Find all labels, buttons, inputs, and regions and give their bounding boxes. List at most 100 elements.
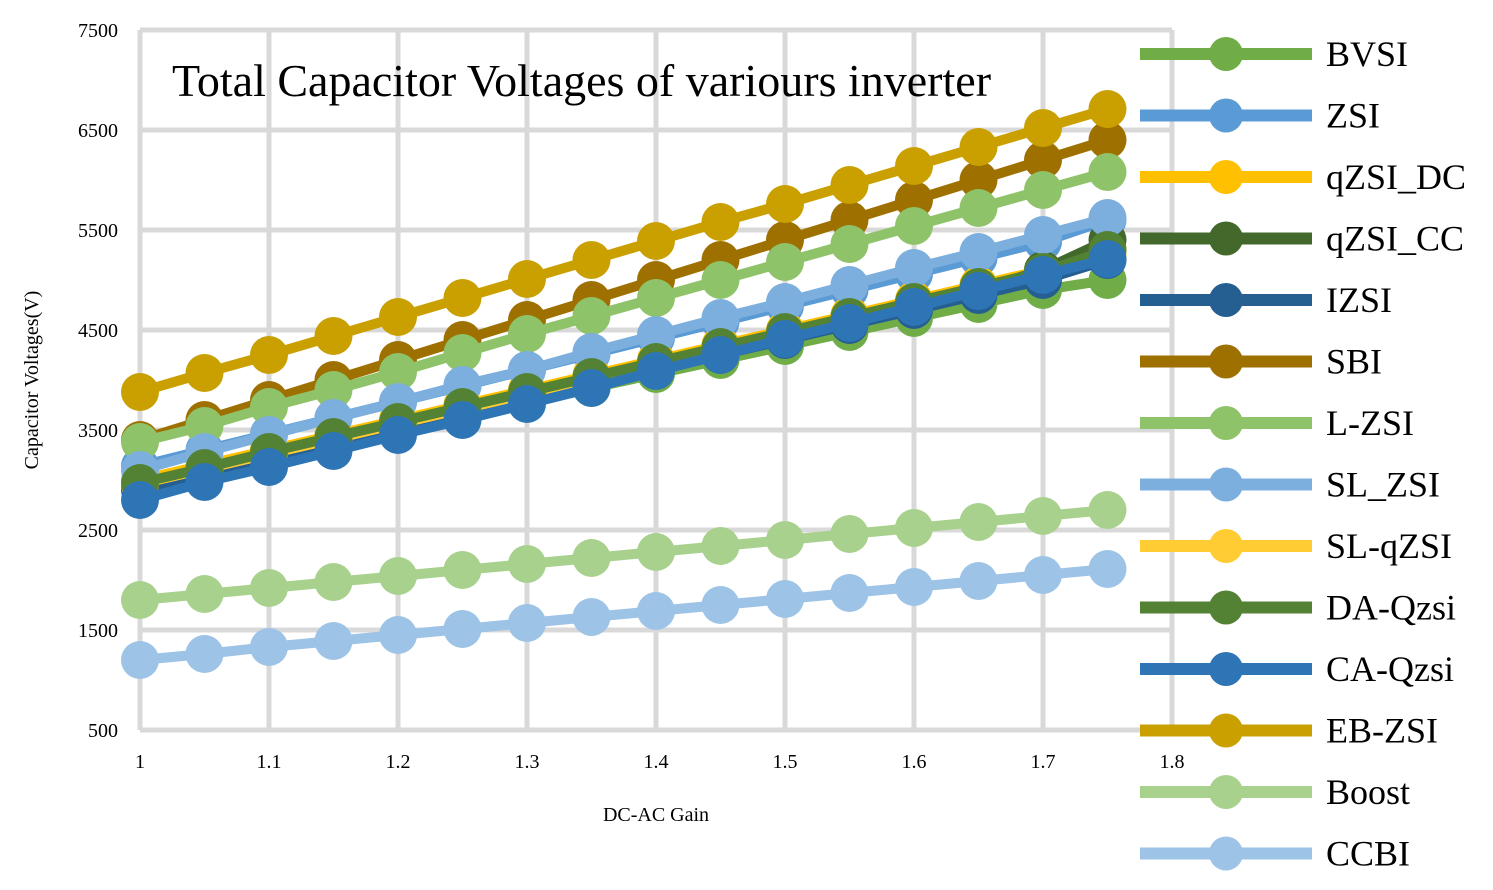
series-CA-Qzsi xyxy=(121,240,1127,519)
legend-label: SL-qZSI xyxy=(1326,526,1452,566)
data-point xyxy=(314,622,353,660)
data-point xyxy=(1088,153,1127,191)
data-point xyxy=(959,562,998,600)
series-line xyxy=(139,505,1108,605)
legend-entry: SBI xyxy=(1140,342,1382,382)
data-point xyxy=(508,604,546,642)
legend-label: EB-ZSI xyxy=(1326,711,1438,751)
data-point xyxy=(1088,199,1127,237)
data-point xyxy=(701,527,740,565)
data-point xyxy=(443,610,482,648)
data-point xyxy=(830,225,869,263)
data-point xyxy=(637,592,675,630)
legend-marker xyxy=(1209,283,1243,317)
x-axis-label: DC-AC Gain xyxy=(603,804,709,826)
data-point xyxy=(572,598,611,636)
legend-entry: DA-Qzsi xyxy=(1140,588,1456,628)
data-point xyxy=(959,128,998,166)
series-line xyxy=(138,135,1109,445)
data-point xyxy=(1024,556,1062,594)
data-point xyxy=(637,279,675,317)
data-point xyxy=(895,207,933,245)
data-point xyxy=(959,161,998,199)
data-point xyxy=(379,557,417,595)
data-point xyxy=(1024,256,1062,294)
legend-label: L-ZSI xyxy=(1326,403,1414,443)
data-point xyxy=(701,203,740,241)
series-line xyxy=(138,254,1109,505)
data-point xyxy=(701,299,740,337)
data-point xyxy=(1088,491,1127,529)
legend-entry: CA-Qzsi xyxy=(1140,649,1454,689)
data-point xyxy=(121,581,159,619)
data-point xyxy=(121,641,159,679)
legend-marker xyxy=(1209,344,1243,379)
series-line xyxy=(138,213,1109,475)
data-point xyxy=(250,569,288,607)
data-point xyxy=(637,316,675,354)
data-point xyxy=(443,401,482,439)
data-point xyxy=(379,353,417,391)
data-point xyxy=(701,336,740,374)
series-Boost xyxy=(121,491,1127,619)
data-point xyxy=(508,545,546,583)
legend-label: ZSI xyxy=(1326,96,1380,136)
data-point xyxy=(895,288,933,326)
data-point xyxy=(830,574,869,612)
data-point xyxy=(1024,497,1062,535)
data-point xyxy=(830,304,869,342)
data-point xyxy=(379,416,417,454)
data-point xyxy=(1024,216,1062,254)
data-point xyxy=(572,297,611,335)
data-point xyxy=(379,616,417,654)
legend: BVSI ZSI qZSI_DC qZSI_CC IZSI SBI L-ZSI SL_ZSI S… xyxy=(1140,34,1466,874)
data-point xyxy=(443,334,482,372)
legend-label: CA-Qzsi xyxy=(1326,649,1454,689)
data-point xyxy=(959,233,998,271)
data-point xyxy=(830,515,869,553)
x-tick-label: 1.5 xyxy=(773,751,798,773)
y-tick-label: 6500 xyxy=(78,120,118,142)
legend-marker xyxy=(1209,160,1243,194)
legend-marker xyxy=(1209,98,1243,133)
series-EB-ZSI xyxy=(121,90,1127,411)
data-point xyxy=(314,563,353,601)
data-point xyxy=(959,503,998,541)
legend-entry: EB-ZSI xyxy=(1140,711,1438,751)
legend-entry: IZSI xyxy=(1140,280,1392,320)
legend-label: IZSI xyxy=(1326,280,1392,320)
data-point xyxy=(637,352,675,390)
legend-entry: CCBI xyxy=(1140,834,1410,874)
x-tick-label: 1.6 xyxy=(902,751,927,773)
y-tick-label: 2500 xyxy=(78,520,118,542)
legend-entry: qZSI_CC xyxy=(1140,219,1464,259)
data-point xyxy=(185,635,224,673)
data-point xyxy=(895,181,933,219)
data-point xyxy=(895,249,933,287)
series-line xyxy=(139,564,1108,665)
legend-marker xyxy=(1209,713,1243,748)
data-point xyxy=(508,385,546,423)
data-point xyxy=(1024,171,1062,209)
data-point xyxy=(379,298,417,336)
y-tick-label: 5500 xyxy=(78,220,118,242)
legend-marker xyxy=(1209,590,1243,625)
data-point xyxy=(314,317,353,355)
data-point xyxy=(443,551,482,589)
data-point xyxy=(1088,121,1127,159)
data-point xyxy=(1024,109,1062,147)
y-tick-label: 500 xyxy=(88,720,118,742)
data-point xyxy=(895,509,933,547)
data-point xyxy=(1088,90,1127,128)
legend-marker xyxy=(1209,652,1243,686)
y-tick-label: 3500 xyxy=(78,420,118,442)
data-point xyxy=(250,448,288,486)
series-CCBI xyxy=(121,550,1127,679)
data-point xyxy=(250,628,288,666)
x-tick-labels: 1 1.1 1.2 1.3 1.4 1.5 1.6 1.7 1.8 xyxy=(135,751,1185,773)
legend-marker xyxy=(1209,529,1243,563)
data-point xyxy=(314,432,353,470)
legend-label: qZSI_CC xyxy=(1326,219,1464,259)
data-point xyxy=(637,222,675,260)
x-tick-label: 1.4 xyxy=(644,751,669,773)
